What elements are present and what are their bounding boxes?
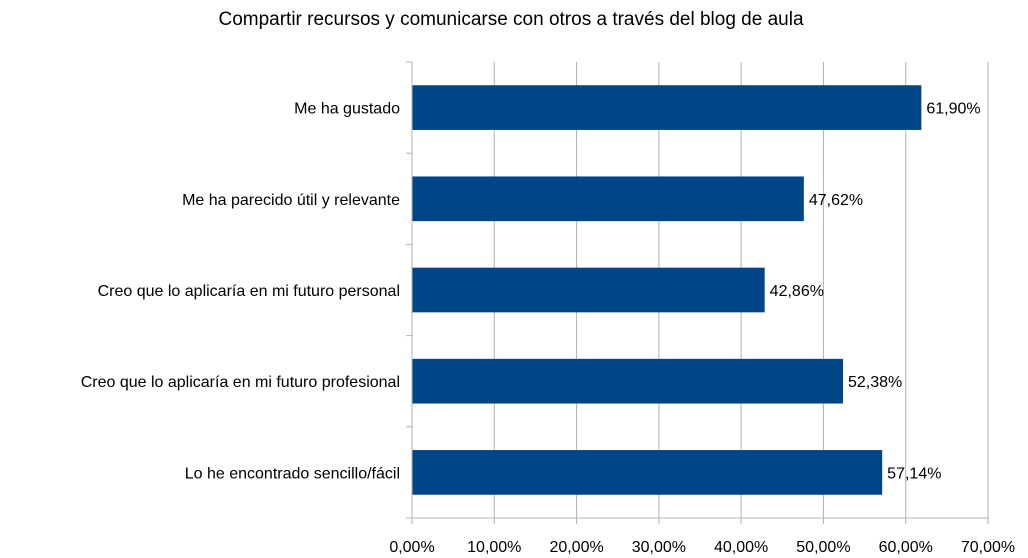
bar [412, 450, 883, 495]
bar [412, 176, 804, 222]
data-label: 61,90% [926, 101, 980, 118]
bar [412, 267, 765, 313]
x-tick-label: 10,00% [467, 539, 521, 556]
x-tick-label: 70,00% [961, 539, 1015, 556]
x-tick-label: 30,00% [632, 539, 686, 556]
category-label: Creo que lo aplicaría en mi futuro profe… [81, 374, 400, 391]
category-label: Creo que lo aplicaría en mi futuro perso… [98, 283, 400, 300]
x-tick-label: 60,00% [879, 539, 933, 556]
bar [412, 85, 922, 130]
data-label: 47,62% [809, 192, 863, 209]
data-label: 42,86% [770, 283, 824, 300]
x-tick-label: 50,00% [796, 539, 850, 556]
x-tick-label: 0,00% [389, 539, 434, 556]
category-label: Me ha gustado [294, 101, 400, 118]
category-label: Me ha parecido útil y relevante [182, 192, 400, 209]
category-label: Lo he encontrado sencillo/fácil [185, 465, 400, 482]
bars [412, 85, 922, 495]
data-label: 57,14% [887, 465, 941, 482]
data-label: 52,38% [848, 374, 902, 391]
bar [412, 358, 844, 404]
x-tick-label: 40,00% [714, 539, 768, 556]
labels: 0,00% 10,00% 20,00% 30,00% 40,00% 50,00% 60,00… [81, 101, 1015, 556]
x-tick-label: 20,00% [549, 539, 603, 556]
chart-title: Compartir recursos y comunicarse con otr… [218, 9, 803, 30]
axes [406, 61, 989, 524]
